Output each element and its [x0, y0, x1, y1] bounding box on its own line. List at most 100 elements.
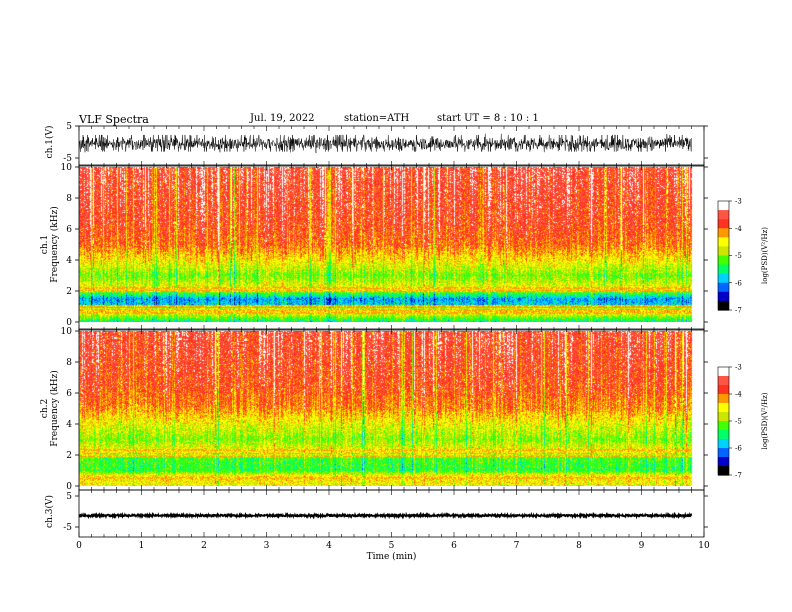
colorbar-segment	[718, 244, 729, 248]
y-tick-label: 8	[66, 358, 72, 368]
colorbar-segment	[718, 385, 729, 388]
colorbar-segment	[718, 417, 729, 420]
colorbar-segment	[718, 392, 729, 395]
colorbar-segment	[718, 422, 729, 426]
colorbar-label: log(PSD)(V²/Hz)	[761, 392, 769, 449]
colorbar-segment	[718, 379, 729, 382]
y-tick-label: -5	[63, 523, 72, 533]
colorbar-segment	[718, 280, 729, 284]
colorbar-segment	[718, 271, 729, 275]
y-tick-label: 5	[66, 122, 72, 132]
colorbar-segment	[718, 268, 729, 271]
x-tick-label: 0	[76, 541, 82, 551]
colorbar-segment	[718, 230, 729, 233]
colorbar-segment	[718, 435, 729, 438]
y-tick-label: 10	[61, 327, 73, 337]
y-axis-label-frequency: Frequency (kHz)	[49, 206, 60, 283]
y-tick-label: 10	[61, 163, 73, 173]
colorbar-segment	[718, 220, 729, 224]
colorbar-segment	[718, 308, 729, 311]
colorbar-segment	[718, 219, 729, 222]
colorbar-segment	[718, 368, 729, 372]
y-tick-label: 2	[66, 287, 72, 297]
colorbar-segment	[718, 213, 729, 217]
colorbar-segment	[718, 240, 729, 244]
x-tick-label: 7	[514, 541, 520, 551]
colorbar-segment	[718, 217, 729, 220]
colorbar-segment	[718, 237, 729, 240]
colorbar-segment	[718, 390, 729, 393]
chart-title: VLF Spectra	[79, 113, 149, 126]
axes-layer	[75, 125, 708, 538]
colorbar-segment	[718, 413, 729, 417]
x-tick-label: 1	[139, 541, 145, 551]
colorbar-tick-label: -6	[735, 279, 742, 287]
station-label: station=ATH	[344, 113, 410, 124]
colorbar-segment	[718, 282, 729, 286]
colorbar-segment	[718, 440, 729, 444]
colorbar-segment	[718, 304, 729, 307]
panel-frame	[78, 489, 705, 538]
colorbar-segment	[718, 439, 729, 442]
colorbar-segment	[718, 403, 729, 406]
x-tick-label: 6	[451, 541, 457, 551]
colorbar-segment	[718, 415, 729, 418]
colorbar-segment	[718, 426, 729, 429]
colorbar-segment	[718, 235, 729, 238]
colorbar-segment	[718, 202, 729, 206]
colorbar-segment	[718, 442, 729, 445]
colorbar-segment	[718, 370, 729, 373]
colorbar-tick-label: -4	[735, 225, 742, 233]
colorbar-segment	[718, 367, 729, 370]
y-tick-label: 0	[66, 318, 72, 328]
colorbar-segment	[718, 231, 729, 235]
colorbar-segment	[718, 424, 729, 427]
colorbar-segment	[718, 239, 729, 242]
colorbar-segment	[718, 208, 729, 211]
colorbar-layer	[717, 200, 732, 476]
colorbar-segment	[718, 291, 729, 295]
colorbar-segment	[718, 395, 729, 399]
colorbar-segment	[718, 226, 729, 229]
y-tick-label: 6	[66, 225, 72, 235]
colorbar-segment	[718, 201, 729, 204]
colorbar-segment	[718, 288, 729, 291]
colorbar-segment	[718, 381, 729, 384]
ch3-waveform-line	[78, 511, 693, 520]
colorbar-tick-label: -3	[735, 198, 742, 206]
colorbar-segment	[718, 462, 729, 465]
colorbar-segment	[718, 408, 729, 411]
colorbar-segment	[718, 372, 729, 375]
colorbar-segment	[718, 270, 729, 273]
spectrogram-layer	[79, 167, 704, 486]
colorbar-segment	[718, 251, 729, 255]
colorbar-segment	[718, 444, 729, 447]
colorbar-segment	[718, 297, 729, 300]
colorbar-segment	[718, 299, 729, 302]
y-tick-label: 4	[66, 420, 72, 430]
colorbar-segment	[718, 293, 729, 297]
colorbar-segment	[718, 431, 729, 435]
colorbar-segment	[718, 295, 729, 298]
colorbar-segment	[718, 437, 729, 440]
colorbar-segment	[718, 399, 729, 402]
x-tick-label: 8	[576, 541, 582, 551]
colorbar-segment	[718, 250, 729, 253]
colorbar-segment	[718, 428, 729, 431]
y-axis-label-channel: ch.1	[40, 235, 50, 254]
colorbar-segment	[718, 406, 729, 409]
colorbar-segment	[718, 464, 729, 467]
colorbar-segment	[718, 419, 729, 422]
x-tick-label: 3	[264, 541, 270, 551]
y-tick-label: 8	[66, 194, 72, 204]
colorbar-segment	[718, 215, 729, 218]
colorbar-segment	[718, 449, 729, 453]
colorbar-tick-label: -6	[735, 445, 742, 453]
colorbar-segment	[718, 255, 729, 258]
y-tick-label: 2	[66, 451, 72, 461]
colorbar-segment	[718, 257, 729, 260]
y-axis-label-channel: ch.2	[40, 399, 50, 418]
colorbar-segment	[718, 210, 729, 213]
